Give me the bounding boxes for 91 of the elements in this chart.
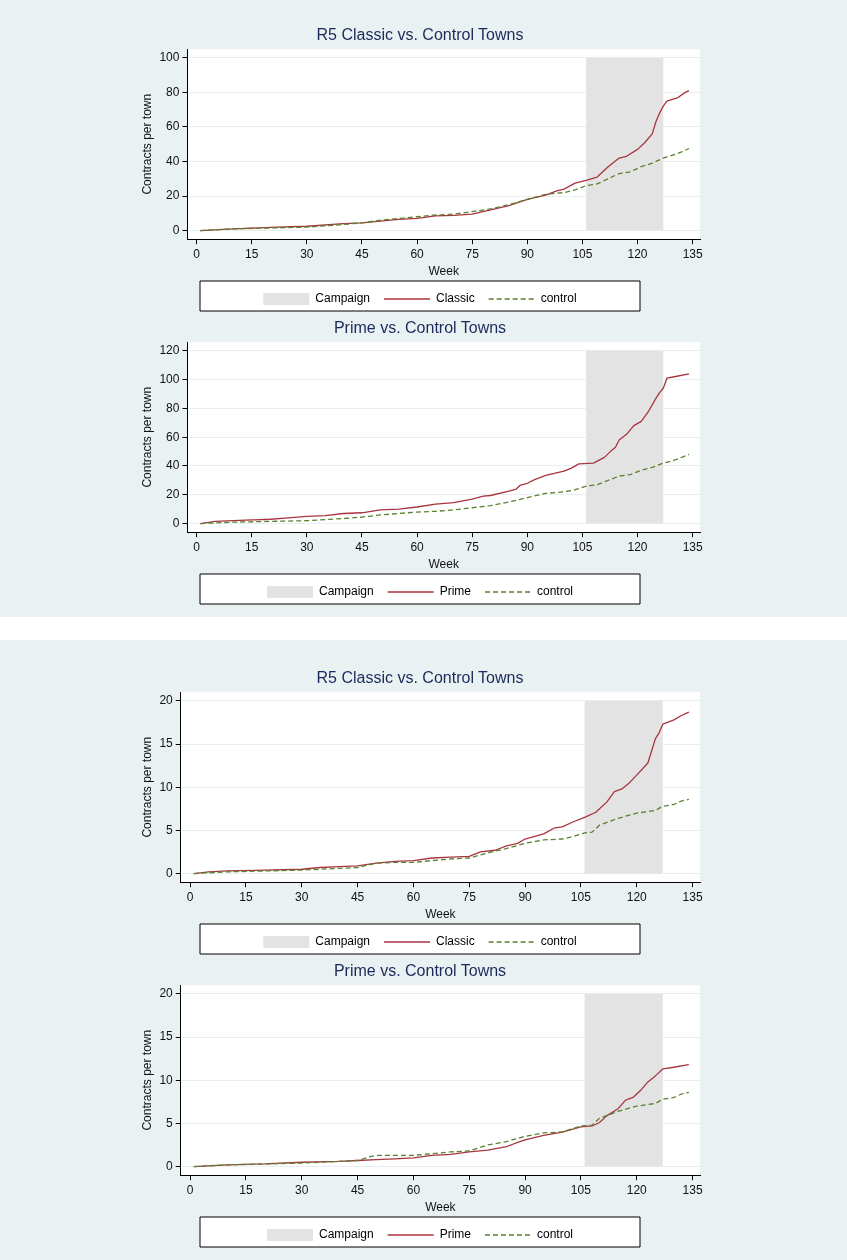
x-tick-label: 75 bbox=[462, 889, 477, 904]
x-axis-title: Week bbox=[425, 907, 457, 922]
y-tick-label: 80 bbox=[166, 84, 180, 99]
x-tick-label: 120 bbox=[627, 246, 648, 261]
y-tick-label: 20 bbox=[166, 188, 180, 203]
x-tick-label: 135 bbox=[682, 889, 703, 904]
legend-label: Classic bbox=[436, 291, 475, 306]
y-tick-label: 100 bbox=[159, 50, 180, 65]
y-axis-title: Contracts per town bbox=[139, 93, 154, 195]
x-tick-label: 45 bbox=[355, 539, 369, 554]
y-tick-label: 0 bbox=[166, 865, 174, 880]
line-series bbox=[193, 1091, 690, 1168]
y-tick-label: 5 bbox=[166, 822, 174, 837]
y-tick-label: 40 bbox=[166, 458, 180, 473]
x-tick-label: 15 bbox=[245, 246, 259, 261]
y-tick-label: 20 bbox=[166, 487, 180, 502]
legend-label: control bbox=[540, 291, 577, 306]
x-tick-label: 75 bbox=[465, 246, 480, 261]
x-tick-label: 75 bbox=[462, 1182, 477, 1197]
y-tick-label: 10 bbox=[159, 779, 174, 794]
x-tick-label: 15 bbox=[239, 1182, 253, 1197]
x-axis-title: Week bbox=[425, 1200, 457, 1215]
x-tick-label: 90 bbox=[520, 246, 535, 261]
x-tick-label: 60 bbox=[406, 889, 421, 904]
x-tick-label: 135 bbox=[682, 246, 703, 261]
y-tick-label: 60 bbox=[166, 119, 180, 134]
legend-label: control bbox=[537, 584, 574, 599]
y-tick-label: 5 bbox=[166, 1115, 174, 1130]
x-tick-label: 105 bbox=[570, 889, 592, 904]
x-tick-label: 120 bbox=[627, 539, 648, 554]
x-tick-label: 120 bbox=[626, 1182, 648, 1197]
x-tick-label: 45 bbox=[355, 246, 369, 261]
x-tick-label: 105 bbox=[572, 246, 593, 261]
chart-title: R5 Classic vs. Control Towns bbox=[316, 669, 524, 687]
x-tick-label: 90 bbox=[518, 1182, 533, 1197]
x-tick-label: 60 bbox=[410, 246, 425, 261]
y-tick-label: 120 bbox=[159, 343, 180, 358]
legend-label: Campaign bbox=[315, 934, 371, 949]
chart-title: Prime vs. Control Towns bbox=[333, 319, 507, 337]
x-tick-label: 30 bbox=[300, 246, 314, 261]
legend-label: Campaign bbox=[318, 584, 374, 599]
x-tick-label: 15 bbox=[245, 539, 259, 554]
x-tick-label: 0 bbox=[186, 889, 194, 904]
legend-label: control bbox=[540, 934, 577, 949]
y-tick-label: 40 bbox=[166, 153, 180, 168]
y-tick-label: 10 bbox=[159, 1072, 174, 1087]
legend-label: Prime bbox=[439, 1227, 472, 1242]
x-tick-label: 30 bbox=[295, 1182, 309, 1197]
y-axis-title: Contracts per town bbox=[139, 386, 154, 488]
legend-label: control bbox=[537, 1227, 574, 1242]
legend-label: Campaign bbox=[318, 1227, 374, 1242]
x-tick-label: 30 bbox=[295, 889, 309, 904]
x-tick-label: 120 bbox=[626, 889, 648, 904]
line-series bbox=[199, 453, 690, 525]
y-axis-title: Contracts per town bbox=[139, 736, 154, 838]
line-series bbox=[193, 798, 690, 875]
y-tick-label: 15 bbox=[159, 1029, 174, 1044]
x-tick-label: 90 bbox=[518, 889, 533, 904]
x-tick-label: 0 bbox=[193, 539, 201, 554]
x-tick-label: 105 bbox=[570, 1182, 592, 1197]
legend-label: Classic bbox=[436, 934, 475, 949]
line-series bbox=[199, 147, 690, 232]
x-tick-label: 135 bbox=[682, 539, 703, 554]
x-tick-label: 135 bbox=[682, 1182, 703, 1197]
x-tick-label: 15 bbox=[239, 889, 253, 904]
x-axis-title: Week bbox=[428, 557, 460, 572]
legend-label: Prime bbox=[439, 584, 472, 599]
chart-title: R5 Classic vs. Control Towns bbox=[316, 26, 524, 44]
x-tick-label: 0 bbox=[186, 1182, 194, 1197]
legend-label: Campaign bbox=[315, 291, 371, 306]
y-tick-label: 15 bbox=[159, 736, 174, 751]
x-tick-label: 75 bbox=[465, 539, 480, 554]
x-tick-label: 0 bbox=[193, 246, 201, 261]
y-tick-label: 100 bbox=[159, 371, 180, 386]
x-axis-title: Week bbox=[428, 264, 460, 279]
x-tick-label: 45 bbox=[350, 889, 365, 904]
x-tick-label: 60 bbox=[410, 539, 425, 554]
y-tick-label: 60 bbox=[166, 429, 180, 444]
y-tick-label: 20 bbox=[159, 986, 174, 1001]
y-axis-title: Contracts per town bbox=[139, 1029, 154, 1131]
x-tick-label: 45 bbox=[350, 1182, 365, 1197]
x-tick-label: 30 bbox=[300, 539, 314, 554]
x-tick-label: 90 bbox=[520, 539, 535, 554]
y-tick-label: 0 bbox=[172, 222, 180, 237]
chart-title: Prime vs. Control Towns bbox=[333, 962, 507, 980]
x-tick-label: 105 bbox=[572, 539, 593, 554]
y-tick-label: 80 bbox=[166, 400, 180, 415]
y-tick-label: 20 bbox=[159, 693, 174, 708]
y-tick-label: 0 bbox=[172, 515, 180, 530]
x-tick-label: 60 bbox=[406, 1182, 421, 1197]
y-tick-label: 0 bbox=[166, 1158, 174, 1173]
